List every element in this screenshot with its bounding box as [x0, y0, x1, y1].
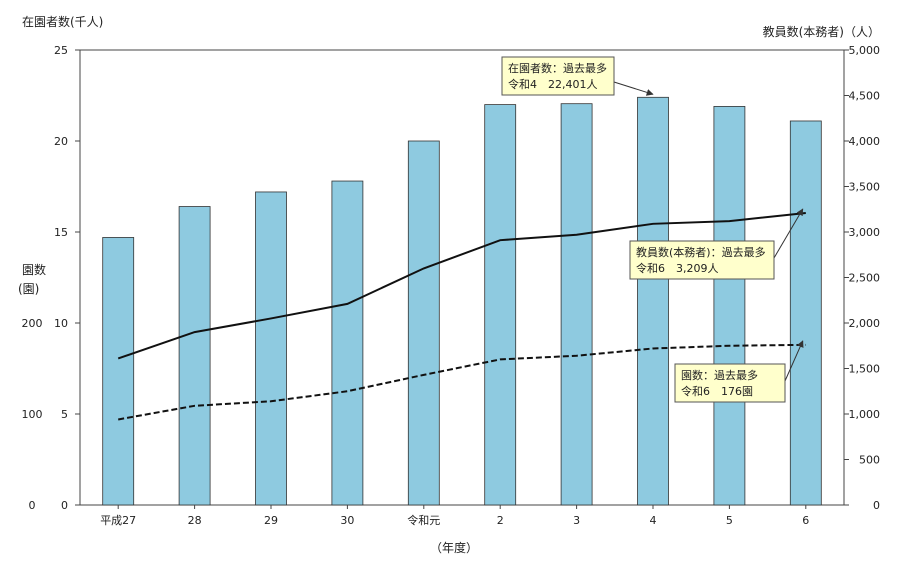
bar-在園者数 — [178, 206, 211, 506]
callout-title: 教員数(本務者)：過去最多 — [636, 245, 766, 259]
right-axis-tick-label: 1,500 — [849, 363, 881, 376]
right-axis-tick-label: 4,000 — [849, 135, 881, 148]
right-axis-title: 教員数(本務者)（人） — [763, 24, 880, 39]
callout-arrow — [773, 208, 804, 259]
x-axis-tick-label: 29 — [264, 514, 278, 527]
bar-在園者数 — [484, 104, 517, 506]
bar-在園者数 — [255, 191, 287, 506]
x-axis-tick-label: 28 — [188, 514, 202, 527]
left-axis-tick-label: 0 — [61, 499, 68, 512]
left-axis-tick-label: 15 — [54, 226, 68, 239]
x-axis-tick-label: 5 — [726, 514, 733, 527]
bar-在園者数 — [560, 103, 593, 506]
x-axis-tick-label: 6 — [802, 514, 809, 527]
secondary-axis-title-line1: 園数 — [22, 262, 46, 277]
bar-在園者数 — [713, 106, 746, 506]
right-axis-tick-label: 4,500 — [849, 90, 881, 103]
secondary-axis-tick-label: 200 — [22, 317, 43, 330]
x-axis-tick-label: 4 — [650, 514, 657, 527]
x-axis-tick-label: 30 — [340, 514, 354, 527]
right-axis-tick-label: 500 — [859, 454, 880, 467]
x-axis-title: （年度） — [430, 540, 478, 555]
x-axis-tick-label: 3 — [573, 514, 580, 527]
callout-detail: 令和6 176園 — [681, 384, 753, 398]
right-axis-tick-label: 1,000 — [849, 408, 881, 421]
x-axis-tick-label: 令和元 — [407, 513, 440, 527]
right-axis-tick-label: 3,500 — [849, 181, 881, 194]
right-axis-tick-label: 5,000 — [849, 44, 881, 57]
bar-在園者数 — [789, 120, 822, 506]
callout-detail: 令和4 22,401人 — [508, 77, 598, 91]
callout-title: 園数：過去最多 — [681, 368, 758, 382]
callout-box — [674, 363, 786, 403]
callout-arrow — [613, 81, 654, 96]
bar-在園者数 — [331, 180, 364, 506]
left-axis-tick-label: 20 — [54, 135, 68, 148]
callout-title: 在園者数：過去最多 — [508, 61, 607, 75]
callout-arrow — [784, 340, 804, 382]
callout-box — [629, 240, 775, 280]
left-axis-tick-label: 5 — [61, 408, 68, 421]
callout-box — [501, 56, 615, 96]
right-axis-tick-label: 2,500 — [849, 272, 881, 285]
secondary-axis-title-line2: (園) — [18, 282, 39, 296]
right-axis-tick-label: 3,000 — [849, 226, 881, 239]
callout-detail: 令和6 3,209人 — [636, 261, 719, 275]
left-axis-tick-label: 25 — [54, 44, 68, 57]
right-axis-tick-label: 0 — [873, 499, 880, 512]
right-axis-tick-label: 2,000 — [849, 317, 881, 330]
x-axis-tick-label: 2 — [497, 514, 504, 527]
bar-在園者数 — [102, 237, 135, 506]
line-series-園数 — [118, 343, 806, 421]
secondary-axis-tick-label: 0 — [29, 499, 36, 512]
x-axis-tick-label: 平成27 — [100, 514, 136, 527]
secondary-axis-tick-label: 100 — [22, 408, 43, 421]
bar-在園者数 — [637, 96, 669, 506]
left-axis-title: 在園者数(千人) — [22, 14, 103, 29]
left-axis-tick-label: 10 — [54, 317, 68, 330]
line-series-教員数(本務者) — [117, 211, 806, 360]
bar-在園者数 — [407, 140, 440, 506]
